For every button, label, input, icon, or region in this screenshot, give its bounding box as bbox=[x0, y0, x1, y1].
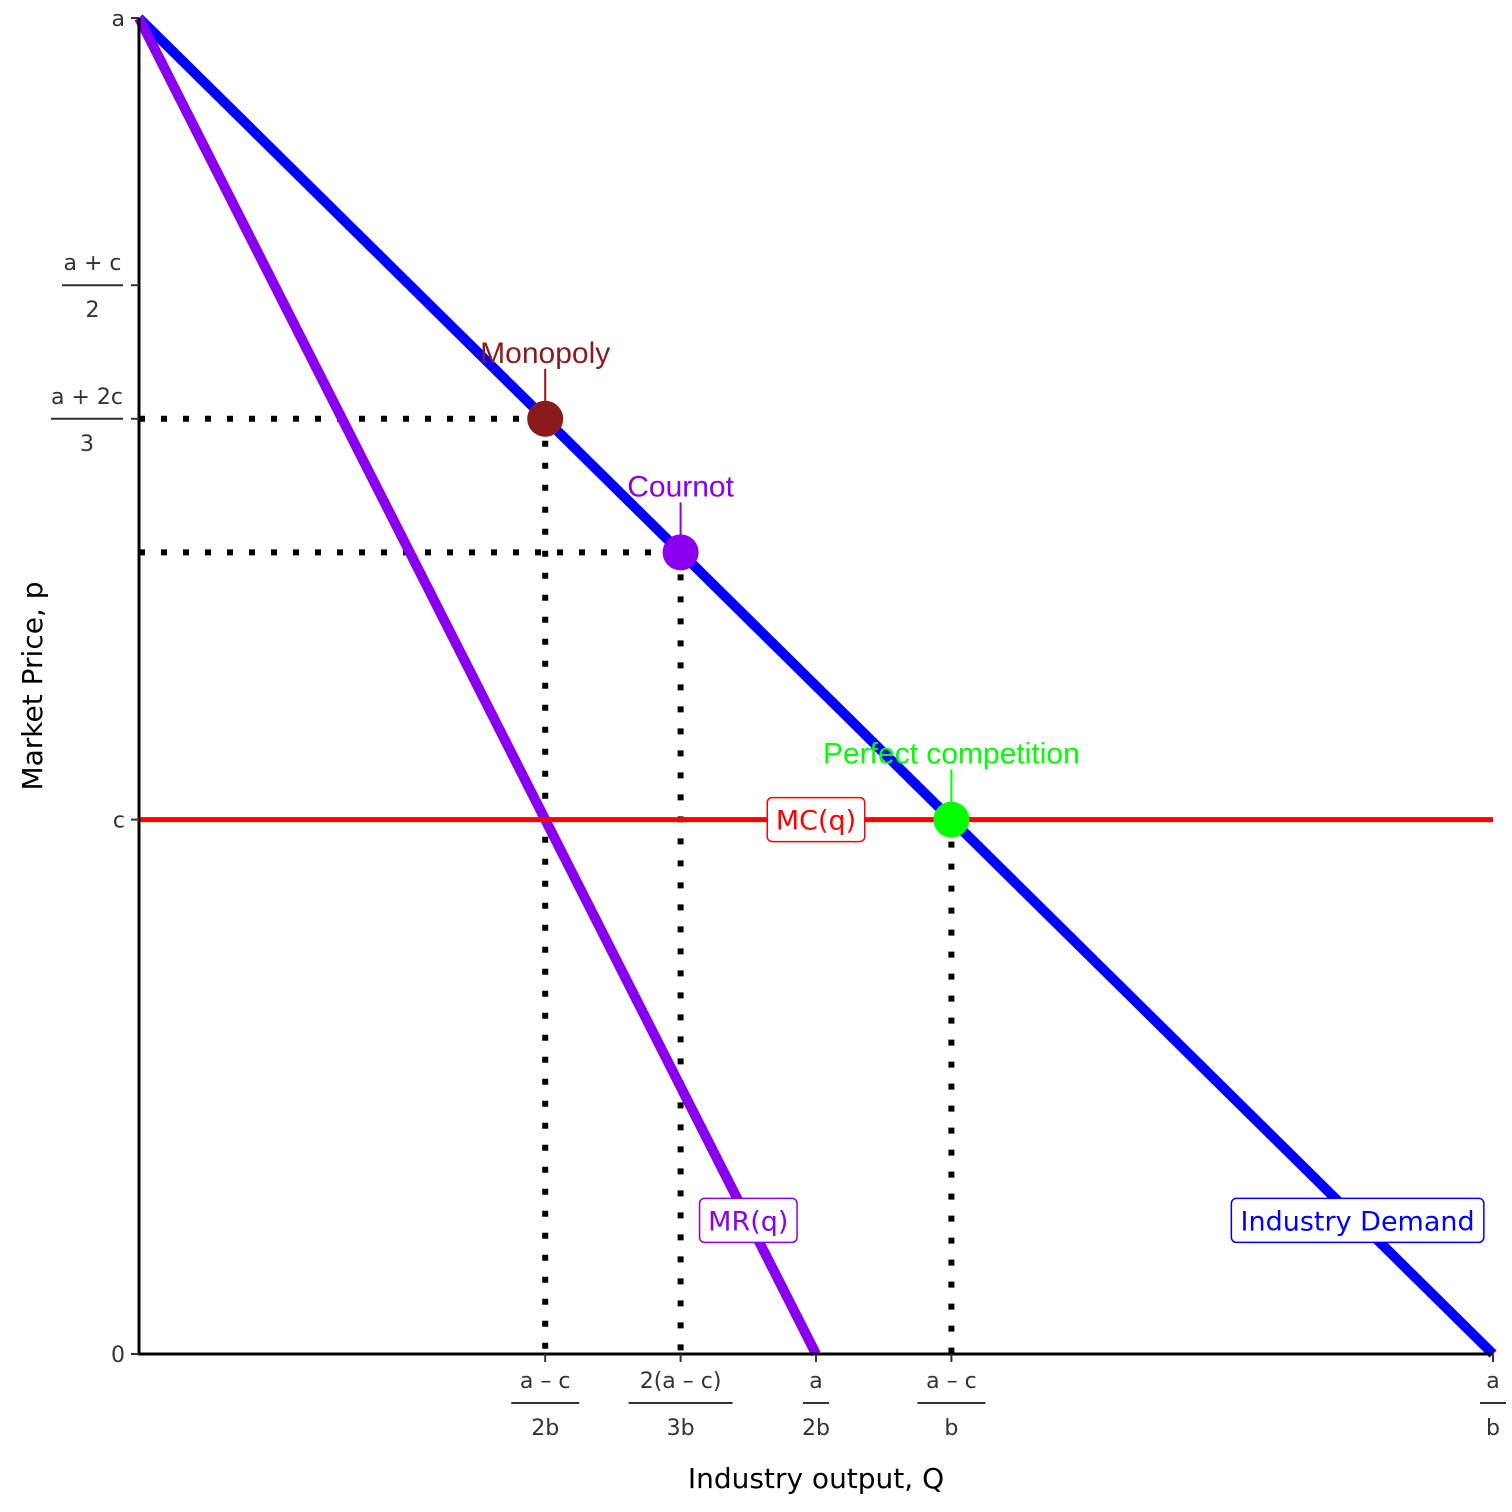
monopoly-label: Monopoly bbox=[480, 337, 610, 370]
mr-q-label-box bbox=[698, 1197, 798, 1244]
x-tick-numerator: 2(a – c) bbox=[640, 1369, 722, 1394]
y-tick-label: 0 bbox=[111, 1343, 125, 1368]
y-tick-numerator: a + c bbox=[64, 251, 122, 276]
x-tick-numerator: a – c bbox=[520, 1369, 571, 1394]
perfect-competition-label: Perfect competition bbox=[823, 738, 1080, 771]
mc-q-label: MC(q) bbox=[766, 796, 866, 843]
x-tick-denominator: b bbox=[1486, 1416, 1500, 1441]
monopoly-point bbox=[527, 400, 564, 437]
y-tick-label: a bbox=[112, 7, 125, 32]
cournot-label: Cournot bbox=[627, 470, 734, 503]
perfect-competition-point bbox=[933, 801, 970, 838]
industry-demand-line bbox=[135, 14, 1497, 1358]
industry-demand-label-box bbox=[1230, 1197, 1485, 1244]
y-tick-denominator: 3 bbox=[80, 432, 94, 457]
guide-lines bbox=[139, 415, 955, 1354]
x-tick-numerator: a bbox=[1486, 1369, 1499, 1394]
mr-q-line bbox=[134, 15, 821, 1357]
y-tick-numerator: a + 2c bbox=[51, 385, 123, 410]
equilibrium-points: Monopoly Cournot Perfect competition bbox=[480, 337, 1080, 838]
line-labels: Industry Demand MR(q) MC(q) bbox=[698, 796, 1485, 1244]
series-lines bbox=[134, 14, 1497, 1358]
cournot-point bbox=[662, 534, 699, 571]
x-tick-denominator: b bbox=[944, 1416, 958, 1441]
industry-demand-label-text: Industry Demand bbox=[1241, 1206, 1475, 1237]
x-tick-denominator: 2b bbox=[531, 1416, 559, 1441]
x-tick-numerator: a – c bbox=[926, 1369, 977, 1394]
mr-q-label: MR(q) bbox=[698, 1197, 798, 1244]
mc-q-label-text: MC(q) bbox=[776, 806, 856, 837]
mc-q-label-box bbox=[766, 796, 866, 843]
y-axis-title: Market Price, p bbox=[16, 581, 49, 790]
y-tick-denominator: 2 bbox=[86, 298, 100, 323]
industry-demand-label: Industry Demand bbox=[1230, 1197, 1485, 1244]
mr-q-label-text: MR(q) bbox=[708, 1206, 788, 1237]
x-tick-denominator: 3b bbox=[667, 1416, 695, 1441]
y-tick-label: c bbox=[113, 809, 125, 834]
x-tick-denominator: 2b bbox=[802, 1416, 830, 1441]
x-tick-numerator: a bbox=[809, 1369, 822, 1394]
x-axis-title: Industry output, Q bbox=[688, 1462, 944, 1495]
